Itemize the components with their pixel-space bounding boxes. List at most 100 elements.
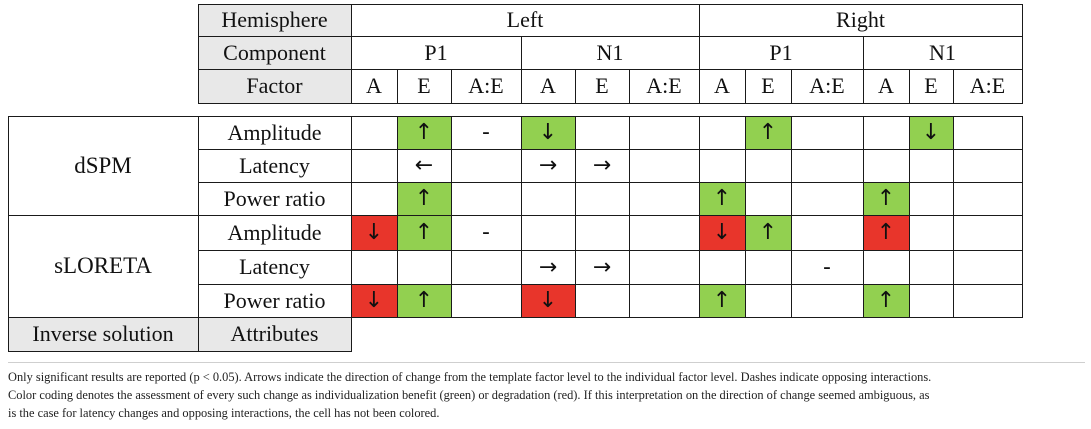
result-cell bbox=[699, 250, 745, 284]
grid-line bbox=[1022, 116, 1023, 317]
result-cell bbox=[909, 215, 953, 250]
result-cell: ↑ bbox=[397, 284, 451, 317]
result-cell bbox=[791, 284, 863, 317]
direction-arrow-icon: ↑ bbox=[758, 220, 778, 245]
grid-line bbox=[8, 317, 1023, 318]
grid-line bbox=[909, 69, 910, 103]
result-cell bbox=[909, 250, 953, 284]
result-cell: → bbox=[521, 250, 575, 284]
result-cell bbox=[745, 182, 791, 215]
dash-marker: - bbox=[482, 220, 490, 245]
grid-line bbox=[198, 116, 199, 352]
result-cell bbox=[745, 149, 791, 182]
result-cell bbox=[629, 284, 699, 317]
result-cell bbox=[953, 182, 1022, 215]
hemisphere-left: Left bbox=[506, 7, 544, 32]
result-cell: - bbox=[451, 116, 521, 149]
grid-line bbox=[351, 116, 352, 352]
result-cell: ↑ bbox=[745, 215, 791, 250]
grid-line bbox=[8, 351, 352, 352]
grid-line bbox=[198, 250, 1023, 251]
result-cell bbox=[953, 284, 1022, 317]
result-cell bbox=[953, 250, 1022, 284]
result-cell: ↓ bbox=[909, 116, 953, 149]
component-header: Component bbox=[198, 36, 351, 69]
result-cell bbox=[351, 149, 397, 182]
hemisphere-right: Right bbox=[836, 7, 885, 32]
grid-line bbox=[397, 116, 398, 317]
factor-cell: A bbox=[540, 73, 556, 98]
component-left-p1: P1 bbox=[424, 39, 448, 65]
result-cell bbox=[629, 182, 699, 215]
grid-line bbox=[8, 116, 9, 352]
result-cell bbox=[909, 182, 953, 215]
grid-line bbox=[953, 69, 954, 103]
component-left-n1: N1 bbox=[596, 39, 624, 65]
grid-line bbox=[575, 69, 576, 103]
direction-arrow-icon: ↑ bbox=[414, 288, 434, 313]
direction-arrow-icon: → bbox=[538, 153, 558, 178]
result-cell bbox=[699, 116, 745, 149]
result-cell bbox=[575, 182, 629, 215]
caption-line-3: is the case for latency changes and oppo… bbox=[8, 406, 440, 420]
direction-arrow-icon: ↑ bbox=[876, 288, 896, 313]
attribute-label: Latency bbox=[239, 254, 310, 279]
direction-arrow-icon: → bbox=[592, 153, 612, 178]
result-cell bbox=[575, 116, 629, 149]
grid-line bbox=[198, 182, 1023, 183]
grid-line bbox=[1022, 4, 1023, 103]
result-cell: ↑ bbox=[745, 116, 791, 149]
factor-header: Factor bbox=[198, 69, 351, 103]
factor-cell: A bbox=[366, 73, 382, 98]
attribute-label: Latency bbox=[239, 152, 310, 178]
result-cell bbox=[451, 250, 521, 284]
grid-line bbox=[198, 149, 1023, 150]
result-cell bbox=[791, 182, 863, 215]
result-cell: ↓ bbox=[521, 284, 575, 317]
result-cell: → bbox=[575, 149, 629, 182]
result-cell bbox=[629, 215, 699, 250]
result-cell bbox=[791, 149, 863, 182]
direction-arrow-icon: ← bbox=[414, 153, 434, 178]
grid-line bbox=[451, 69, 452, 103]
result-cell: ↓ bbox=[351, 215, 397, 250]
grid-line bbox=[575, 116, 576, 317]
result-cell bbox=[629, 149, 699, 182]
result-cell: ↑ bbox=[863, 284, 909, 317]
grid-line bbox=[745, 69, 746, 103]
direction-arrow-icon: ↑ bbox=[414, 220, 434, 245]
grid-line bbox=[198, 4, 1023, 5]
factor-cell: A:E bbox=[809, 73, 845, 98]
result-cell bbox=[629, 250, 699, 284]
grid-line bbox=[699, 116, 700, 317]
factor-cell: E bbox=[417, 73, 431, 98]
grid-line bbox=[198, 103, 1023, 104]
grid-line bbox=[629, 69, 630, 103]
result-cell bbox=[953, 116, 1022, 149]
hemisphere-header: Hemisphere bbox=[198, 4, 351, 36]
grid-line bbox=[198, 36, 1023, 37]
direction-arrow-icon: ↓ bbox=[538, 288, 558, 313]
attribute-label: Power ratio bbox=[223, 185, 326, 211]
factor-cell: A:E bbox=[468, 73, 504, 98]
result-cell bbox=[451, 284, 521, 317]
grid-line bbox=[699, 69, 700, 103]
factor-cell: E bbox=[924, 73, 938, 98]
result-cell bbox=[451, 149, 521, 182]
result-cell bbox=[351, 116, 397, 149]
result-cell bbox=[909, 149, 953, 182]
direction-arrow-icon: ↑ bbox=[414, 120, 434, 145]
grid-line bbox=[863, 69, 864, 103]
result-cell bbox=[791, 215, 863, 250]
direction-arrow-icon: ↑ bbox=[876, 186, 896, 211]
inverse-solution-label: Inverse solution bbox=[8, 317, 198, 351]
factor-cell: E bbox=[761, 73, 775, 98]
result-cell: ↑ bbox=[397, 215, 451, 250]
direction-arrow-icon: ↑ bbox=[758, 120, 778, 145]
direction-arrow-icon: ↑ bbox=[876, 220, 896, 245]
caption-line-2: Color coding denotes the assessment of e… bbox=[8, 388, 930, 402]
result-cell bbox=[745, 284, 791, 317]
factor-cell: A:E bbox=[646, 73, 682, 98]
direction-arrow-icon: ↓ bbox=[921, 120, 941, 145]
direction-arrow-icon: ↓ bbox=[364, 288, 384, 313]
